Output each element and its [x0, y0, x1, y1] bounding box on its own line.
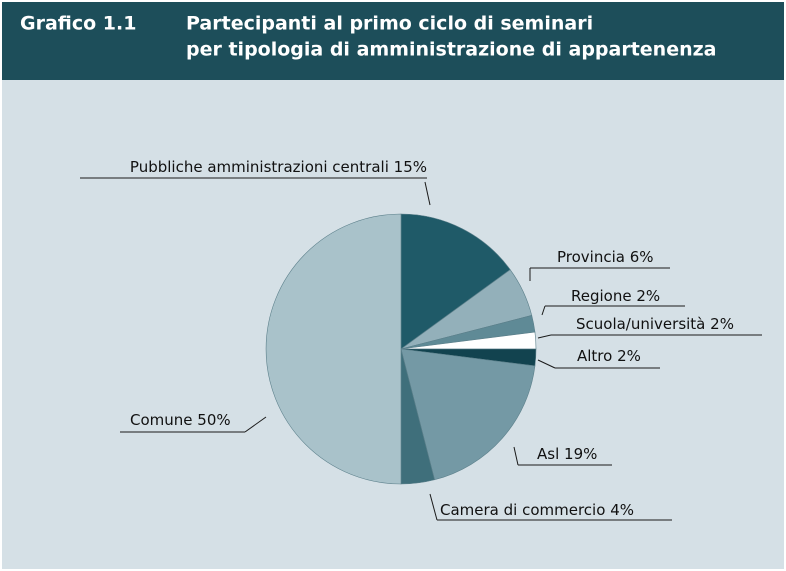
pie-slice — [400, 213, 511, 350]
slice-label: Provincia 6% — [557, 248, 654, 266]
value-label: 19% — [564, 445, 597, 463]
category-name: Altro — [577, 347, 612, 365]
leader-line — [537, 359, 556, 369]
category-name: Scuola/università — [576, 315, 705, 333]
category-name: Regione — [571, 287, 632, 305]
category-name: Comune — [130, 411, 193, 429]
slice-label: Camera di commercio 4% — [440, 501, 634, 519]
slice-label: Altro 2% — [577, 347, 641, 365]
value-label: 2% — [636, 287, 660, 305]
value-label: 4% — [610, 501, 634, 519]
leader-line — [429, 493, 438, 521]
leader-line — [513, 446, 519, 466]
leader-line — [541, 305, 546, 316]
chart-title: Partecipanti al primo ciclo di seminari — [186, 13, 593, 35]
leader-line — [424, 181, 431, 206]
slice-label: Pubbliche amministrazioni centrali 15% — [130, 158, 427, 176]
slice-label: Comune 50% — [130, 411, 231, 429]
slice-label: Scuola/università 2% — [576, 315, 734, 333]
leader-line — [537, 334, 552, 339]
header-bar — [2, 2, 784, 80]
category-name: Asl — [537, 445, 559, 463]
pie-slice — [265, 213, 402, 485]
value-label: 50% — [197, 411, 230, 429]
chart-title: per tipologia di amministrazione di appa… — [186, 39, 717, 61]
value-label: 2% — [617, 347, 641, 365]
value-label: 2% — [710, 315, 734, 333]
value-label: 6% — [630, 248, 654, 266]
figure-label: Grafico 1.1 — [20, 13, 136, 35]
slice-label: Asl 19% — [537, 445, 597, 463]
slice-label: Regione 2% — [571, 287, 660, 305]
value-label: 15% — [394, 158, 427, 176]
category-name: Camera di commercio — [440, 501, 605, 519]
category-name: Pubbliche amministrazioni centrali — [130, 158, 389, 176]
pie-slice — [400, 348, 536, 481]
leader-line — [244, 416, 267, 433]
category-name: Provincia — [557, 248, 625, 266]
